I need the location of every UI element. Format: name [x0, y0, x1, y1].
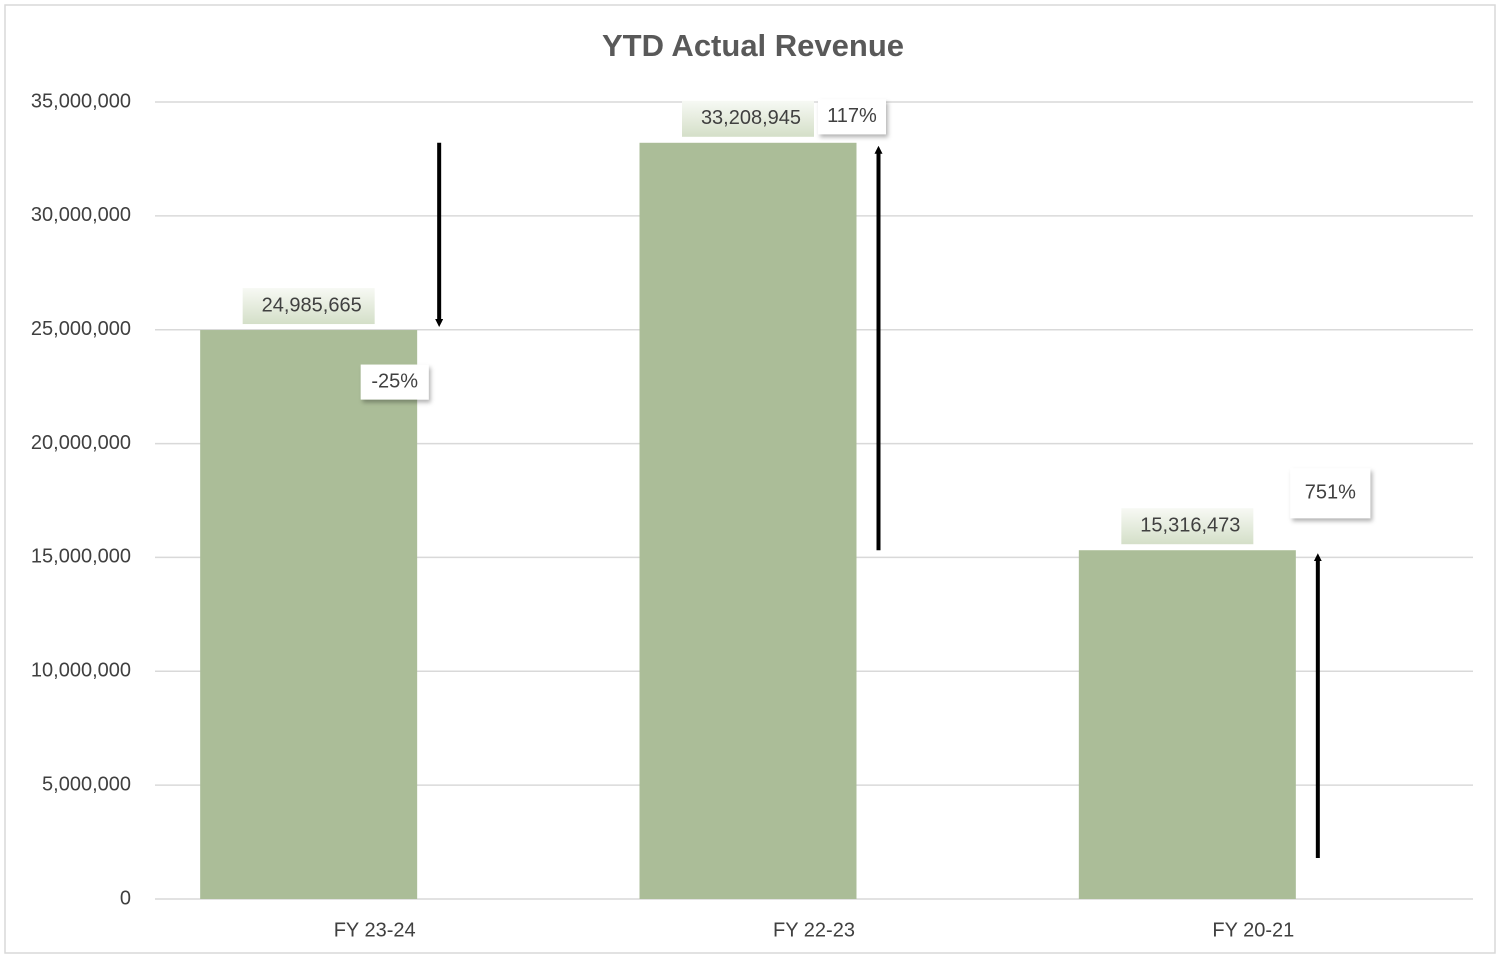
bar	[1078, 550, 1296, 899]
x-tick-label: FY 23-24	[334, 919, 416, 941]
y-tick-label: 20,000,000	[31, 432, 131, 454]
callout-label: -25%	[371, 370, 418, 392]
y-tick-label: 0	[120, 887, 131, 909]
bar	[639, 142, 857, 899]
chart-title: YTD Actual Revenue	[602, 28, 904, 63]
bar	[200, 330, 418, 899]
x-tick-label: FY 22-23	[773, 919, 855, 941]
callout-label: 751%	[1305, 482, 1356, 504]
x-tick-label: FY 20-21	[1212, 919, 1294, 941]
data-label: 24,985,665	[262, 294, 362, 316]
y-tick-label: 10,000,000	[31, 660, 131, 682]
y-tick-label: 30,000,000	[31, 204, 131, 226]
callout-box	[360, 364, 429, 400]
callout-box	[1290, 468, 1371, 519]
y-tick-label: 35,000,000	[31, 90, 131, 112]
data-label: 15,316,473	[1140, 515, 1240, 537]
y-tick-label: 15,000,000	[31, 546, 131, 568]
data-label-box	[1121, 508, 1254, 545]
callout-label: 117%	[827, 105, 877, 127]
callout-box	[818, 99, 886, 135]
data-label-box	[682, 100, 814, 137]
y-tick-label: 25,000,000	[31, 318, 131, 340]
y-tick-label: 5,000,000	[42, 773, 131, 795]
data-label-box	[242, 288, 375, 325]
data-label: 33,208,945	[701, 107, 801, 129]
